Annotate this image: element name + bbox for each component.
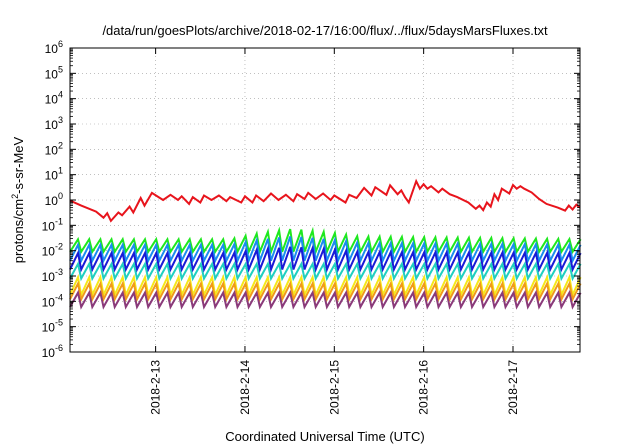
x-tick-label: 2018-2-17 — [506, 360, 520, 415]
x-tick-label: 2018-2-13 — [149, 360, 163, 415]
y-tick-label-exponent: -6 — [55, 343, 63, 353]
x-tick-label: 2018-2-14 — [238, 360, 252, 415]
y-tick-label-base: 10 — [42, 245, 56, 259]
y-tick-label: 10-2 — [42, 242, 63, 259]
series-line-3 — [69, 236, 582, 265]
y-tick-label: 10-6 — [42, 343, 63, 360]
y-tick-label-exponent: 1 — [58, 166, 63, 176]
y-tick-label-exponent: 0 — [58, 191, 63, 201]
y-tick-label-base: 10 — [42, 219, 56, 233]
y-tick-label: 106 — [45, 39, 63, 56]
y-tick-label: 100 — [45, 191, 63, 208]
y-tick-label-base: 10 — [45, 169, 59, 183]
series-lines — [69, 178, 582, 310]
series-line-8 — [69, 289, 582, 310]
y-tick-label-exponent: 4 — [58, 90, 63, 100]
chart-title: /data/run/goesPlots/archive/2018-02-17/1… — [102, 23, 548, 38]
axis-ticks: 10-610-510-410-310-210-11001011021031041… — [42, 39, 580, 415]
y-tick-label: 102 — [45, 140, 63, 157]
y-tick-label-exponent: 5 — [58, 64, 63, 74]
y-tick-label: 10-4 — [42, 292, 63, 309]
y-tick-label: 101 — [45, 166, 63, 183]
y-tick-label-exponent: -5 — [55, 318, 63, 328]
y-tick-label: 103 — [45, 115, 63, 132]
y-tick-label-base: 10 — [45, 194, 59, 208]
y-tick-label-base: 10 — [42, 295, 56, 309]
y-tick-label-base: 10 — [45, 93, 59, 107]
y-tick-label-exponent: -2 — [55, 242, 63, 252]
y-axis-label: protons/cm2-s-sr-MeV — [10, 136, 26, 263]
y-tick-label-base: 10 — [42, 270, 56, 284]
y-tick-label-exponent: -1 — [55, 216, 63, 226]
y-tick-label: 105 — [45, 64, 63, 81]
y-tick-label: 10-5 — [42, 318, 63, 335]
x-axis-label: Coordinated Universal Time (UTC) — [225, 429, 424, 444]
series-line-1 — [69, 178, 581, 223]
y-axis-label-exponent: 2 — [10, 194, 20, 199]
series-line-4 — [69, 244, 582, 274]
y-tick-label-base: 10 — [45, 118, 59, 132]
x-tick-label: 2018-2-15 — [327, 360, 341, 415]
grid-lines — [70, 48, 580, 352]
y-tick-label: 10-1 — [42, 216, 63, 233]
y-axis-label-main: protons/cm — [11, 199, 26, 263]
y-tick-label: 10-3 — [42, 267, 63, 284]
y-tick-label-exponent: 2 — [58, 140, 63, 150]
series-line-7 — [69, 280, 582, 303]
y-axis-label-rest: -s-sr-MeV — [11, 136, 26, 193]
series-line-2 — [69, 226, 582, 256]
x-tick-label: 2018-2-16 — [417, 360, 431, 415]
y-tick-label-base: 10 — [42, 346, 56, 360]
y-tick-label-exponent: -4 — [55, 292, 63, 302]
y-tick-label-exponent: -3 — [55, 267, 63, 277]
y-tick-label-base: 10 — [42, 321, 56, 335]
y-tick-label-base: 10 — [45, 143, 59, 157]
y-tick-label-exponent: 3 — [58, 115, 63, 125]
y-tick-label: 104 — [45, 90, 63, 107]
y-tick-label-base: 10 — [45, 67, 59, 81]
series-line-5 — [69, 261, 582, 282]
y-tick-label-exponent: 6 — [58, 39, 63, 49]
y-tick-label-base: 10 — [45, 42, 59, 56]
